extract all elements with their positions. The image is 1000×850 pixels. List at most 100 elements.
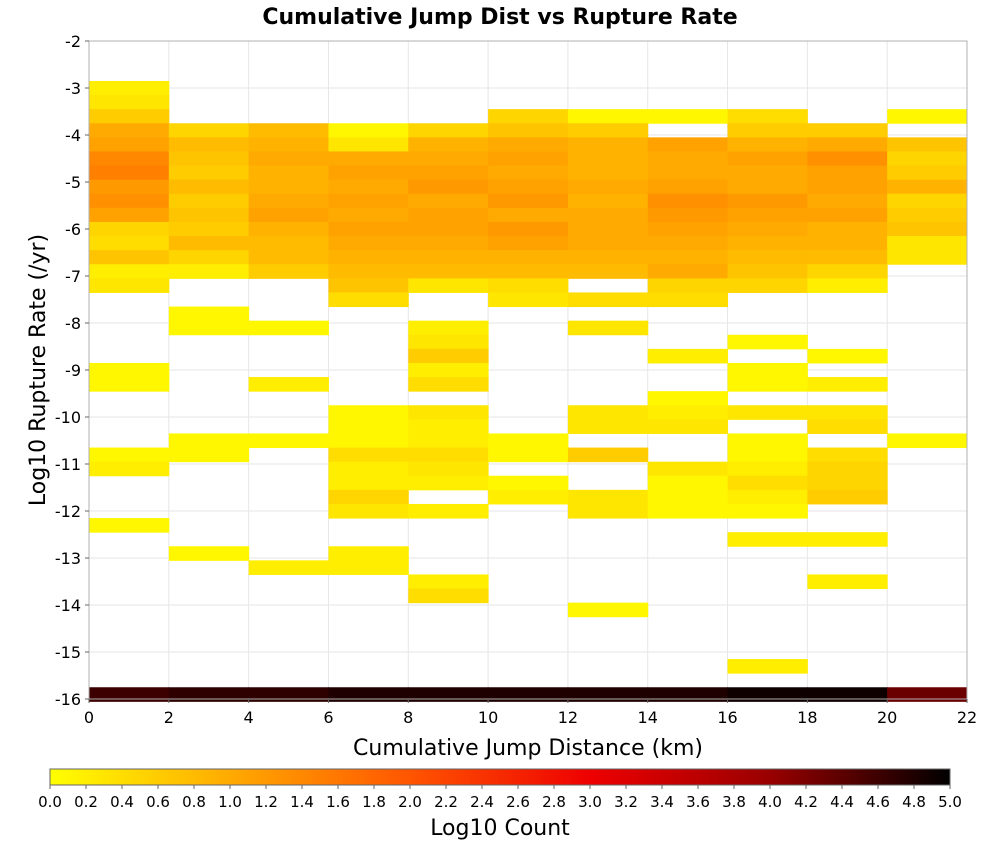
y-tick-label: -5: [65, 173, 81, 192]
heatmap-cell: [887, 193, 968, 209]
heatmap-cell: [647, 391, 729, 406]
heatmap-cell: [89, 264, 170, 279]
heatmap-cell: [488, 278, 569, 293]
heatmap-cell: [887, 221, 968, 237]
y-tick-label: -16: [55, 690, 81, 709]
heatmap-cell: [727, 503, 808, 519]
heatmap-cell: [328, 179, 409, 195]
heatmap-cell: [248, 320, 329, 336]
heatmap-cell: [248, 687, 329, 702]
heatmap-cell: [727, 447, 808, 463]
heatmap-cell: [567, 264, 649, 279]
heatmap-cell: [647, 207, 729, 223]
y-tick-label: -4: [65, 126, 81, 145]
heatmap-cell: [408, 123, 489, 138]
x-tick-label: 12: [558, 708, 578, 727]
heatmap-cell: [807, 447, 888, 463]
heatmap-cell: [89, 278, 170, 293]
heatmap-cell: [887, 165, 968, 181]
heatmap-cell: [807, 461, 888, 477]
heatmap-cell: [168, 433, 250, 449]
colorbar-tick-label: 1.2: [254, 793, 278, 811]
colorbar-tick-label: 3.0: [578, 793, 602, 811]
heatmap-cell: [567, 250, 649, 265]
heatmap-cell: [488, 123, 569, 138]
heatmap-cell: [328, 503, 409, 519]
heatmap-cell: [727, 221, 808, 237]
heatmap-cell: [807, 574, 888, 590]
colorbar-tick-label: 2.6: [506, 793, 530, 811]
y-tick-label: -7: [65, 267, 81, 286]
heatmap-cell: [168, 207, 250, 223]
heatmap-cell: [807, 532, 888, 547]
heatmap-cell: [168, 447, 250, 463]
heatmap-cell: [328, 560, 409, 575]
heatmap-cell: [727, 461, 808, 477]
heatmap-cell: [488, 109, 569, 124]
heatmap-cell: [807, 137, 888, 152]
heatmap-cell: [328, 475, 409, 491]
x-tick-label: 4: [244, 708, 254, 727]
heatmap-cell: [168, 137, 250, 152]
heatmap-cell: [408, 151, 489, 167]
heatmap-cell: [168, 687, 250, 702]
heatmap-cell: [408, 687, 489, 702]
colorbar-ticks: 0.0 0.2 0.4 0.6 0.8 1.0 1.2 1.4 1.6 1.8 2.0 2.2 2.4 2…: [38, 785, 962, 811]
heatmap-cell: [328, 447, 409, 463]
y-tick-label: -12: [55, 502, 81, 521]
heatmap-cell: [328, 405, 409, 420]
heatmap-cell: [727, 236, 808, 251]
heatmap-cell: [727, 475, 808, 491]
heatmap-cell: [408, 574, 489, 590]
heatmap-cell: [567, 221, 649, 237]
heatmap-cell: [727, 433, 808, 449]
heatmap-cell: [89, 362, 170, 378]
heatmap-cell: [328, 264, 409, 279]
x-tick-label: 22: [957, 708, 977, 727]
heatmap-cell: [567, 489, 649, 505]
y-tick-label: -6: [65, 220, 81, 239]
heatmap-cell: [567, 292, 649, 308]
heatmap-cell: [488, 137, 569, 152]
colorbar-tick-label: 1.8: [362, 793, 386, 811]
heatmap-cell: [408, 588, 489, 604]
heatmap-cell: [488, 687, 569, 702]
heatmap-cell: [567, 193, 649, 209]
heatmap-cell: [89, 165, 170, 181]
colorbar-tick-label: 4.4: [830, 793, 854, 811]
heatmap-cell: [488, 179, 569, 195]
heatmap-cell: [408, 377, 489, 392]
heatmap-cell: [408, 250, 489, 265]
colorbar-label: Log10 Count: [430, 816, 570, 841]
x-tick-label: 10: [478, 708, 498, 727]
heatmap-cell: [168, 179, 250, 195]
heatmap-cell: [727, 250, 808, 265]
heatmap-cell: [727, 109, 808, 124]
heatmap-cell: [248, 433, 329, 449]
heatmap-cell: [807, 278, 888, 293]
heatmap-cell: [727, 362, 808, 378]
heatmap-cell: [807, 179, 888, 195]
heatmap-cell: [488, 236, 569, 251]
heatmap-cell: [807, 123, 888, 138]
heatmap-cell: [488, 475, 569, 491]
y-tick-label: -11: [55, 455, 81, 474]
heatmap-cell: [647, 292, 729, 308]
heatmap-cell: [647, 475, 729, 491]
heatmap-cell: [647, 278, 729, 293]
heatmap-cell: [727, 165, 808, 181]
heatmap-cell: [328, 278, 409, 293]
heatmap-cell: [727, 207, 808, 223]
x-tick-label: 6: [323, 708, 333, 727]
heatmap-cell: [248, 123, 329, 138]
heatmap-cell: [807, 193, 888, 209]
heatmap-cell: [567, 503, 649, 519]
x-tick-label: 18: [797, 708, 817, 727]
heatmap-cell: [168, 250, 250, 265]
heatmap-cell: [647, 109, 729, 124]
heatmap-cell: [408, 193, 489, 209]
heatmap-cell: [248, 250, 329, 265]
heatmap-cell: [727, 123, 808, 138]
heatmap-cell: [727, 151, 808, 167]
heatmap-cell: [328, 221, 409, 237]
